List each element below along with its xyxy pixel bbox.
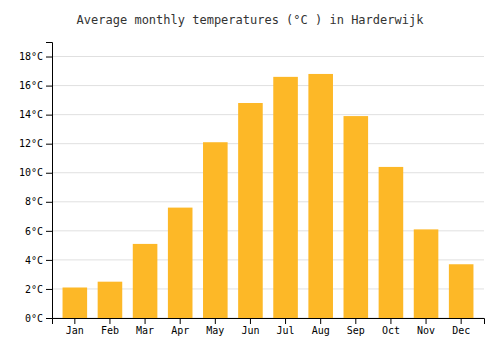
y-axis-line xyxy=(46,43,53,319)
y-tick-mark xyxy=(46,115,52,116)
grid-line xyxy=(52,172,484,173)
y-tick: 16°C xyxy=(19,80,52,91)
bar xyxy=(449,264,474,318)
x-tick: Oct xyxy=(382,318,400,336)
x-tick-label: Mar xyxy=(136,325,154,336)
grid-line xyxy=(52,143,484,144)
x-tick: Jan xyxy=(66,318,84,336)
y-tick: 12°C xyxy=(19,138,52,149)
y-tick: 8°C xyxy=(25,196,52,207)
x-axis: Jan Feb Mar Apr May Jun Jul Aug Sep Oct Nov Dec xyxy=(53,318,485,336)
y-tick-label: 8°C xyxy=(25,196,43,207)
grid-line xyxy=(52,56,484,57)
x-tick-mark xyxy=(461,318,462,324)
x-tick: Nov xyxy=(417,318,435,336)
bar xyxy=(273,77,298,318)
y-tick-mark xyxy=(46,260,52,261)
y-tick-mark xyxy=(46,144,52,145)
x-tick-label: Sep xyxy=(347,325,365,336)
x-tick-mark xyxy=(180,318,181,324)
y-tick-label: 12°C xyxy=(19,138,43,149)
y-tick-mark xyxy=(46,202,52,203)
y-tick-mark xyxy=(46,57,52,58)
x-tick: May xyxy=(206,318,224,336)
y-tick-label: 10°C xyxy=(19,167,43,178)
bar xyxy=(98,282,123,318)
y-tick: 4°C xyxy=(25,255,52,266)
bar xyxy=(344,116,369,318)
bar xyxy=(203,142,228,318)
bar xyxy=(414,229,439,318)
y-tick-label: 14°C xyxy=(19,109,43,120)
x-tick: Apr xyxy=(171,318,189,336)
x-tick-mark xyxy=(355,318,356,324)
x-tick-label: May xyxy=(206,325,224,336)
y-tick: 18°C xyxy=(19,51,52,62)
grid-line xyxy=(52,201,484,202)
y-tick-mark xyxy=(46,289,52,290)
x-tick-label: Nov xyxy=(417,325,435,336)
x-tick-mark xyxy=(285,318,286,324)
x-tick: Feb xyxy=(101,318,119,336)
y-tick-mark xyxy=(46,318,52,319)
bar xyxy=(379,167,404,318)
y-tick-label: 0°C xyxy=(25,313,43,324)
y-tick: 14°C xyxy=(19,109,52,120)
x-tick-mark xyxy=(74,318,75,324)
y-tick-label: 18°C xyxy=(19,51,43,62)
x-tick-label: Jun xyxy=(241,325,259,336)
x-tick-mark xyxy=(390,318,391,324)
y-tick: 0°C xyxy=(25,313,52,324)
bar xyxy=(308,74,333,318)
y-tick-mark xyxy=(46,173,52,174)
x-tick-mark xyxy=(320,318,321,324)
x-axis-line xyxy=(53,319,485,325)
x-tick-label: Oct xyxy=(382,325,400,336)
x-tick-mark xyxy=(109,318,110,324)
x-tick-mark xyxy=(215,318,216,324)
y-tick: 10°C xyxy=(19,167,52,178)
y-tick-mark xyxy=(46,86,52,87)
bar xyxy=(238,103,263,318)
y-tick-label: 16°C xyxy=(19,80,43,91)
x-tick-label: Feb xyxy=(101,325,119,336)
x-tick-mark xyxy=(250,318,251,324)
x-tick: Mar xyxy=(136,318,154,336)
plot-area: 0°C 2°C 4°C 6°C 8°C 10°C 12°C 14°C 16°C 18°C Jan Fe… xyxy=(19,43,485,337)
x-tick: Jul xyxy=(277,318,295,336)
y-tick: 2°C xyxy=(25,284,52,295)
x-tick: Jun xyxy=(241,318,259,336)
x-tick-mark xyxy=(145,318,146,324)
x-tick-label: Apr xyxy=(171,325,189,336)
chart: 0°C 2°C 4°C 6°C 8°C 10°C 12°C 14°C 16°C 18°C Jan Fe… xyxy=(0,0,500,350)
bars xyxy=(63,74,474,318)
x-tick-label: Dec xyxy=(452,325,470,336)
grid xyxy=(52,57,484,318)
bar xyxy=(133,244,158,318)
grid-line xyxy=(52,85,484,86)
x-tick: Dec xyxy=(452,318,470,336)
title: Average monthly temperatures (°C ) in Ha… xyxy=(77,13,425,27)
x-tick-label: Jul xyxy=(277,325,295,336)
y-tick-label: 6°C xyxy=(25,226,43,237)
x-tick-label: Jan xyxy=(66,325,84,336)
x-tick: Sep xyxy=(347,318,365,336)
x-tick-mark xyxy=(426,318,427,324)
bar xyxy=(168,208,193,318)
x-tick: Aug xyxy=(312,318,330,336)
y-tick-label: 2°C xyxy=(25,284,43,295)
y-tick: 6°C xyxy=(25,226,52,237)
y-tick-label: 4°C xyxy=(25,255,43,266)
y-tick-mark xyxy=(46,231,52,232)
bar xyxy=(63,287,88,318)
grid-line xyxy=(52,114,484,115)
x-tick-label: Aug xyxy=(312,325,330,336)
y-axis: 0°C 2°C 4°C 6°C 8°C 10°C 12°C 14°C 16°C 18°C xyxy=(19,43,53,324)
